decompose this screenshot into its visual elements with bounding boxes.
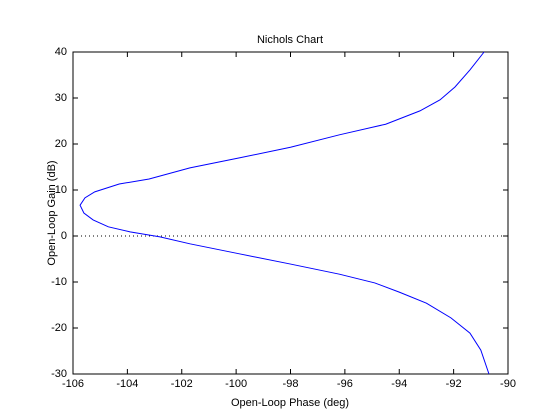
chart-title: Nichols Chart (257, 34, 323, 46)
y-tick-label: 0 (61, 230, 67, 242)
x-tick-label: -100 (225, 378, 247, 390)
curve (79, 51, 490, 375)
x-tick-label: -106 (62, 378, 84, 390)
y-tick-label: 40 (55, 46, 67, 58)
x-tick-label: -96 (337, 378, 353, 390)
x-tick-label: -92 (446, 378, 462, 390)
y-tick-label: -30 (51, 368, 67, 380)
y-axis-label: Open-Loop Gain (dB) (46, 160, 58, 265)
y-tick-label: -20 (51, 322, 67, 334)
x-tick-label: -90 (500, 378, 516, 390)
x-tick-label: -98 (283, 378, 299, 390)
y-tick-label: 30 (55, 92, 67, 104)
x-tick-label: -104 (116, 378, 138, 390)
y-tick-label: -10 (51, 276, 67, 288)
axes-box (72, 51, 509, 375)
x-tick-label: -94 (391, 378, 407, 390)
y-tick-label: 20 (55, 138, 67, 150)
x-tick-label: -102 (171, 378, 193, 390)
x-axis-label: Open-Loop Phase (deg) (231, 397, 349, 409)
y-tick-label: 10 (55, 184, 67, 196)
